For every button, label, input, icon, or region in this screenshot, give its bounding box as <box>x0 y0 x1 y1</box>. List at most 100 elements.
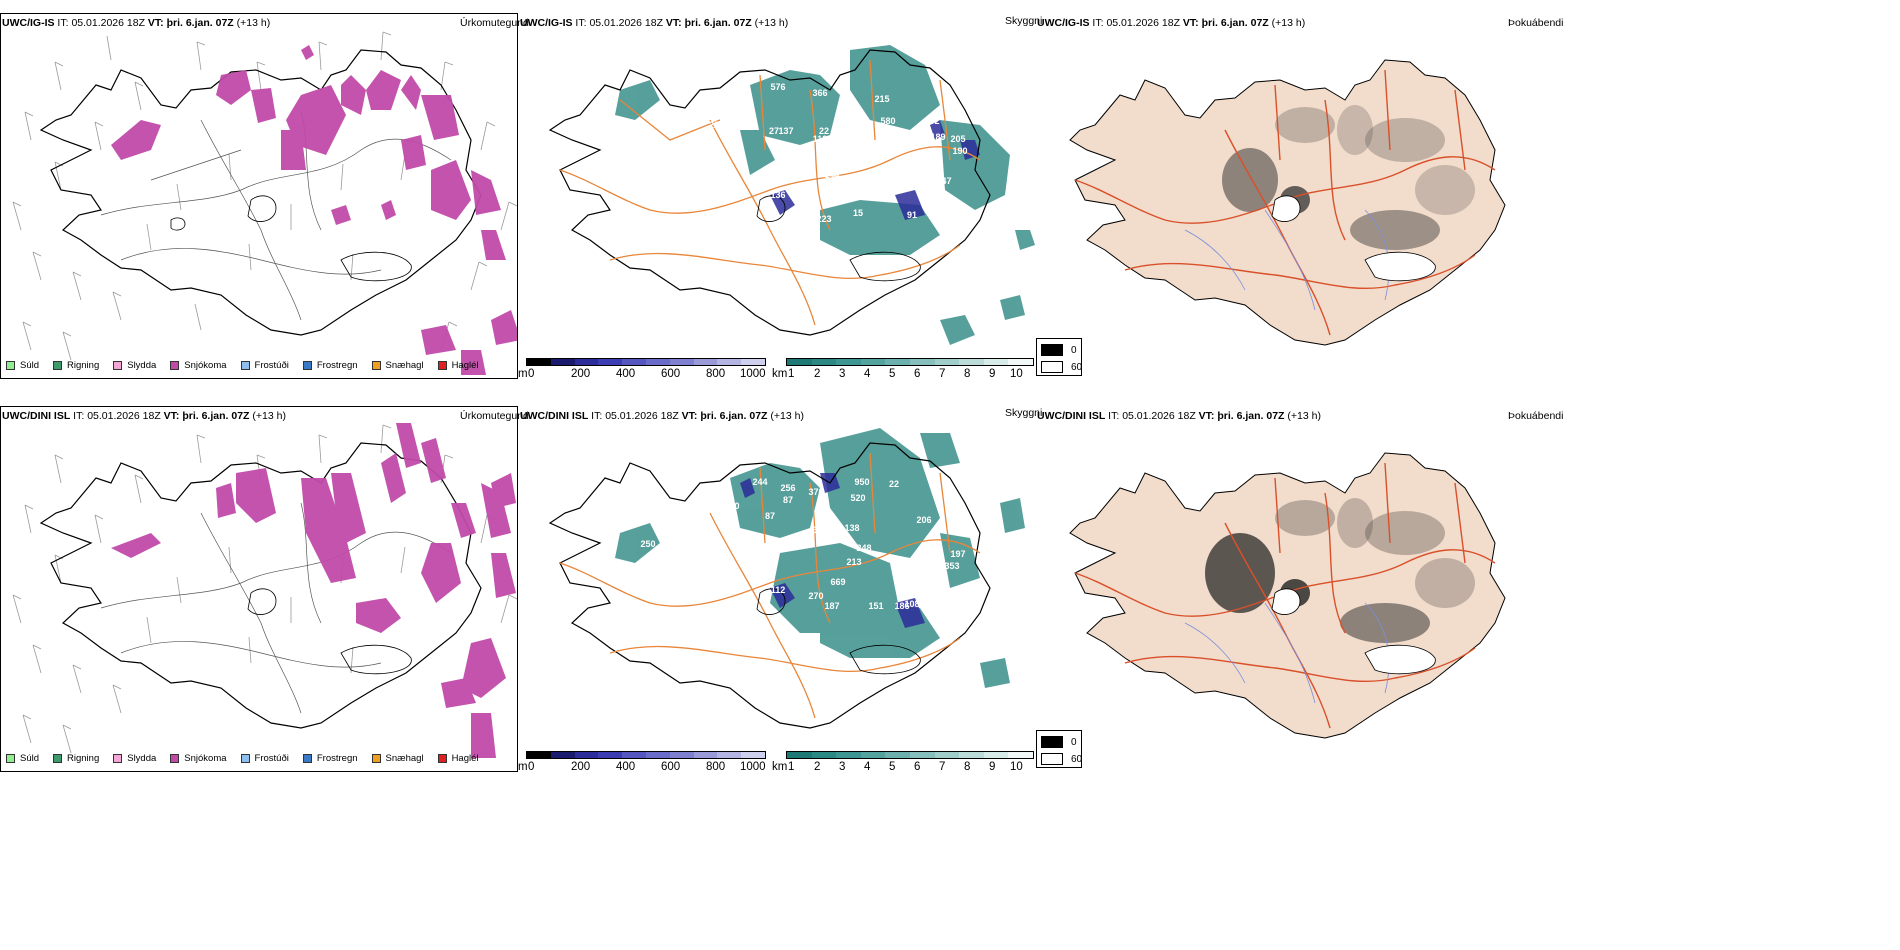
road-network <box>559 59 981 326</box>
snow-areas <box>111 423 516 758</box>
vt-label: VT: <box>147 17 164 29</box>
colorbar-cell <box>574 359 599 365</box>
precip-type-legend: Súld Rigning Slydda Snjókoma Frostúði Fr… <box>6 360 493 371</box>
cloud-base-label: 27 <box>769 126 779 136</box>
panel-header: UWC/IG-IS IT: 05.01.2026 18Z VT: þri. 6.… <box>2 16 270 30</box>
cloud-base-label: 248 <box>856 543 871 553</box>
colorbar-cell <box>860 752 886 758</box>
model-name: UWC/IG-IS <box>520 17 573 29</box>
cloud-base-label: 108 <box>904 599 919 609</box>
cloud-base-labels: 244 290 256 370 950 520 22 87 87 206 250 69 139 343 13… <box>640 477 965 611</box>
colorbar-tick: 2 <box>814 761 821 773</box>
legend-item: Snæhagl <box>371 360 424 371</box>
colorbar-cell <box>909 752 935 758</box>
wind-barbs <box>12 31 517 361</box>
colorbar-cell <box>741 359 765 365</box>
legend-swatch <box>302 361 312 370</box>
legend-item: 60 <box>1041 753 1082 765</box>
colorbar-tick: 4 <box>864 368 871 380</box>
lead-time: (+13 h) <box>770 410 804 422</box>
colorbar-cell <box>717 359 742 365</box>
legend-swatch <box>6 361 15 370</box>
it-label: IT: <box>1108 410 1120 422</box>
cloud-base-label: 366 <box>812 88 827 98</box>
colorbar-tick: 5 <box>889 761 896 773</box>
panel-title: Skyggni <box>1005 15 1043 27</box>
cloud-base-label: 223 <box>816 214 831 224</box>
legend-label: Haglél <box>451 360 479 371</box>
colorbar-tick: 2 <box>814 368 821 380</box>
colorbar-tick: 1 <box>788 761 795 773</box>
colorbar-tick: 9 <box>989 761 996 773</box>
colorbar-cells <box>526 751 766 759</box>
colorbar-cell <box>1008 752 1033 758</box>
fog-visibility-areas <box>615 428 1025 688</box>
colorbar-cell <box>983 359 1009 365</box>
fog-shading <box>1205 498 1475 643</box>
colorbar-cell <box>717 752 742 758</box>
colorbar-cell <box>836 359 861 365</box>
cloud-base-label: 186 <box>894 601 909 611</box>
fog-index-legend: 0 60 <box>1036 338 1082 376</box>
cloud-base-label: 576 <box>770 82 785 92</box>
cloud-base-label: 669 <box>830 577 845 587</box>
legend-swatch <box>170 361 180 370</box>
legend-swatch <box>1041 753 1063 765</box>
precip-type-panel-frame <box>0 13 518 379</box>
vt-value: þri. 6.jan. 07Z <box>182 410 250 422</box>
colorbar-cell <box>622 752 646 758</box>
cloud-base-label: 250 <box>640 539 655 549</box>
visibility-map: 244 290 256 370 950 520 22 87 87 206 250 69 139 343 13… <box>548 428 1025 729</box>
lead-time: (+13 h) <box>252 410 286 422</box>
colorbar-cell <box>787 359 812 365</box>
legend-label: Rigning <box>67 753 100 764</box>
colorbar-cell <box>622 359 646 365</box>
cloud-base-label: 151 <box>868 601 883 611</box>
road-network <box>100 109 452 321</box>
colorbar-tick: 6 <box>914 368 921 380</box>
glaciers <box>756 195 921 282</box>
legend-label: 60 <box>1071 361 1083 373</box>
colorbar-tick: 800 <box>706 761 726 773</box>
cloud-base-label: 91 <box>907 210 917 220</box>
colorbar-tick: 200 <box>571 368 591 380</box>
colorbar-tick: 600 <box>661 761 681 773</box>
legend-swatch <box>371 754 381 763</box>
colorbar-cell <box>860 359 886 365</box>
colorbar-cells <box>786 358 1034 366</box>
colorbar-cell <box>959 359 984 365</box>
it-value: 05.01.2026 18Z <box>605 410 679 422</box>
colorbar-cell <box>836 752 861 758</box>
legend-swatch <box>437 361 447 370</box>
vt-label: VT: <box>1198 410 1215 422</box>
panel-title: Þokuábendi <box>1508 17 1564 29</box>
cloud-base-label: 138 <box>844 523 859 533</box>
vt-value: þri. 6.jan. 07Z <box>166 17 234 29</box>
cloud-base-label: 950 <box>854 477 869 487</box>
legend-item: Frostregn <box>302 753 358 764</box>
legend-item: Haglél <box>437 360 479 371</box>
cloud-base-label: 187 <box>824 601 839 611</box>
cloud-base-label: 244 <box>752 477 767 487</box>
colorbar-tick: 400 <box>616 368 636 380</box>
cloud-base-label: 136 <box>770 190 785 200</box>
colorbar-cell <box>1008 359 1033 365</box>
legend-swatch <box>1041 361 1063 373</box>
colorbar-cell <box>669 752 694 758</box>
colorbar-tick: 7 <box>939 761 946 773</box>
fog-index-map <box>1069 59 1506 346</box>
lead-time: (+13 h) <box>236 17 271 29</box>
precip-type-legend: Súld Rigning Slydda Snjókoma Frostúði Fr… <box>6 753 493 764</box>
it-value: 05.01.2026 18Z <box>1122 410 1196 422</box>
colorbar-cell <box>693 359 718 365</box>
legend-swatch <box>170 754 180 763</box>
cloud-base-colorbar: m 0 200 400 600 800 1000 <box>518 358 768 380</box>
panel-title: Þokuábendi <box>1508 410 1564 422</box>
colorbar-tick: 800 <box>706 368 726 380</box>
legend-label: Súld <box>20 360 40 371</box>
legend-item: Frostúði <box>240 360 289 371</box>
iceland-outline <box>548 49 991 336</box>
legend-label: 0 <box>1071 736 1077 748</box>
cloud-base-label: 270 <box>808 591 823 601</box>
